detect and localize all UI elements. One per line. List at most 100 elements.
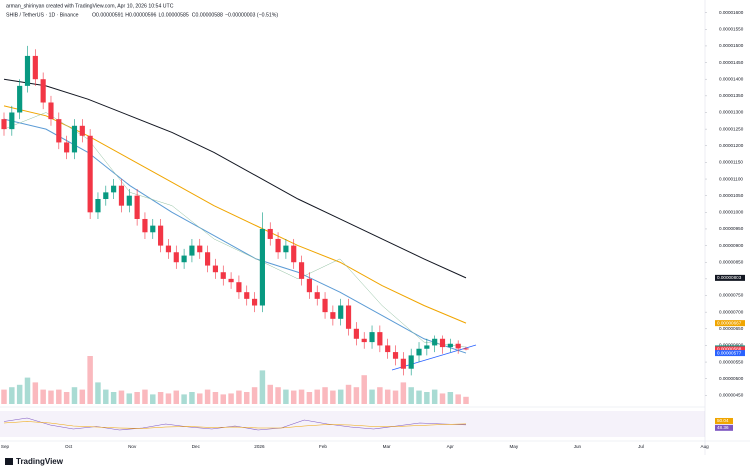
candle-body <box>158 225 164 246</box>
volume-bar <box>181 394 187 404</box>
candle-body <box>306 278 312 293</box>
candle-body <box>17 85 23 113</box>
volume-bar <box>259 370 266 404</box>
price-tag <box>715 346 745 353</box>
volume-bar <box>431 389 438 404</box>
y-tick-label: 0.00001200 <box>719 143 744 148</box>
price-tag <box>715 320 745 327</box>
volume-bar <box>275 387 281 404</box>
candle-body <box>275 238 281 253</box>
y-tick-label: 0.00001600 <box>719 10 744 15</box>
candle-body <box>48 102 54 120</box>
volume-bar <box>416 390 422 404</box>
y-tick-label: 0.00001050 <box>719 193 744 198</box>
price-tag-label: 0.00000577 <box>717 350 742 355</box>
candle-body <box>118 185 125 206</box>
y-tick-label: 0.00001250 <box>719 126 744 131</box>
candle-body <box>165 245 172 253</box>
rsi-band <box>0 411 705 437</box>
price-tag <box>715 274 745 281</box>
candle-body <box>361 338 367 343</box>
candle-body <box>205 252 211 266</box>
price-tag <box>715 350 745 357</box>
volume-bar <box>392 390 399 404</box>
candle-body <box>87 135 93 213</box>
volume-bar <box>157 392 164 404</box>
candle-body <box>212 265 219 273</box>
volume-bar <box>361 375 367 404</box>
candle-body <box>330 312 336 319</box>
candle-body <box>251 298 258 306</box>
volume-bar <box>56 389 62 404</box>
moving-average <box>3 118 467 354</box>
rsi-tag-label: 50.04 <box>717 418 729 423</box>
candle-body <box>79 125 85 136</box>
candle-body <box>24 55 31 86</box>
volume-bar <box>134 392 140 404</box>
candle-body <box>32 55 38 80</box>
candle-body <box>439 338 446 348</box>
x-tick-label: Mar <box>383 444 391 449</box>
volume-bar <box>212 392 219 404</box>
candle-body <box>424 345 430 349</box>
ohlc-label: H0.00000596 <box>125 12 156 18</box>
candle-body <box>463 348 469 350</box>
volume-bar <box>103 389 109 404</box>
candle-body <box>103 192 109 200</box>
y-tick-label: 0.00000850 <box>719 259 744 264</box>
volume-bar <box>306 392 313 404</box>
candle-body <box>338 305 344 319</box>
x-tick-label: Jul <box>638 444 644 449</box>
candle-body <box>298 262 305 279</box>
volume-bar <box>400 382 407 404</box>
volume-bar <box>63 392 70 404</box>
x-tick-label: Oct <box>65 444 73 449</box>
candle-body <box>173 252 179 263</box>
rsi-line <box>3 417 467 431</box>
y-tick-label: 0.00001400 <box>719 76 744 81</box>
volume-bar <box>322 387 328 404</box>
candle-body <box>377 332 383 346</box>
candle-body <box>197 245 203 253</box>
y-tick-label: 0.00001100 <box>719 176 743 181</box>
y-tick-label: 0.00000450 <box>719 393 744 398</box>
x-tick-label: Feb <box>319 444 327 449</box>
candle-body <box>236 282 242 293</box>
rsi-tag <box>715 424 733 431</box>
y-tick-label: 0.00000550 <box>719 359 744 364</box>
volume-bar <box>236 390 242 404</box>
y-tick-label: 0.00000950 <box>719 226 744 231</box>
x-tick-label: May <box>509 444 518 449</box>
candle-body <box>369 332 375 343</box>
y-tick-label: 0.00000500 <box>719 376 744 381</box>
footer-logo: TradingView <box>5 457 64 466</box>
volume-bar <box>204 389 211 404</box>
y-tick-label: 0.00001450 <box>719 60 744 65</box>
volume-bar <box>408 387 414 404</box>
candle-body <box>181 255 187 263</box>
candle-body <box>447 343 453 348</box>
volume-bar <box>463 396 469 404</box>
price-tag-label: 0.00000803 <box>717 275 742 280</box>
ohlc-label: O0.00000591 <box>92 12 124 18</box>
candle-body <box>40 79 46 103</box>
candle-body <box>189 245 195 256</box>
volume-bar <box>118 390 125 404</box>
volume-bar <box>455 394 461 404</box>
volume-bar <box>40 389 46 404</box>
candle-body <box>455 343 461 349</box>
candle-body <box>322 298 328 313</box>
price-tag-label: 0.00000667 <box>717 320 742 325</box>
volume-bar <box>220 394 226 404</box>
volume-bar <box>142 389 148 404</box>
volume-bar <box>377 387 383 404</box>
y-tick-label: 0.00000750 <box>719 293 744 298</box>
candle-body <box>9 112 15 130</box>
candle-body <box>1 119 7 130</box>
symbol: SHIB / TetherUS · 1D · Binance <box>6 12 79 18</box>
ohlc-label: C0.00000588 <box>192 12 223 18</box>
volume-bar <box>32 382 39 404</box>
y-tick-label: 0.00001500 <box>719 43 744 48</box>
y-tick-label: 0.00001550 <box>719 27 744 32</box>
volume-bar <box>298 389 305 404</box>
